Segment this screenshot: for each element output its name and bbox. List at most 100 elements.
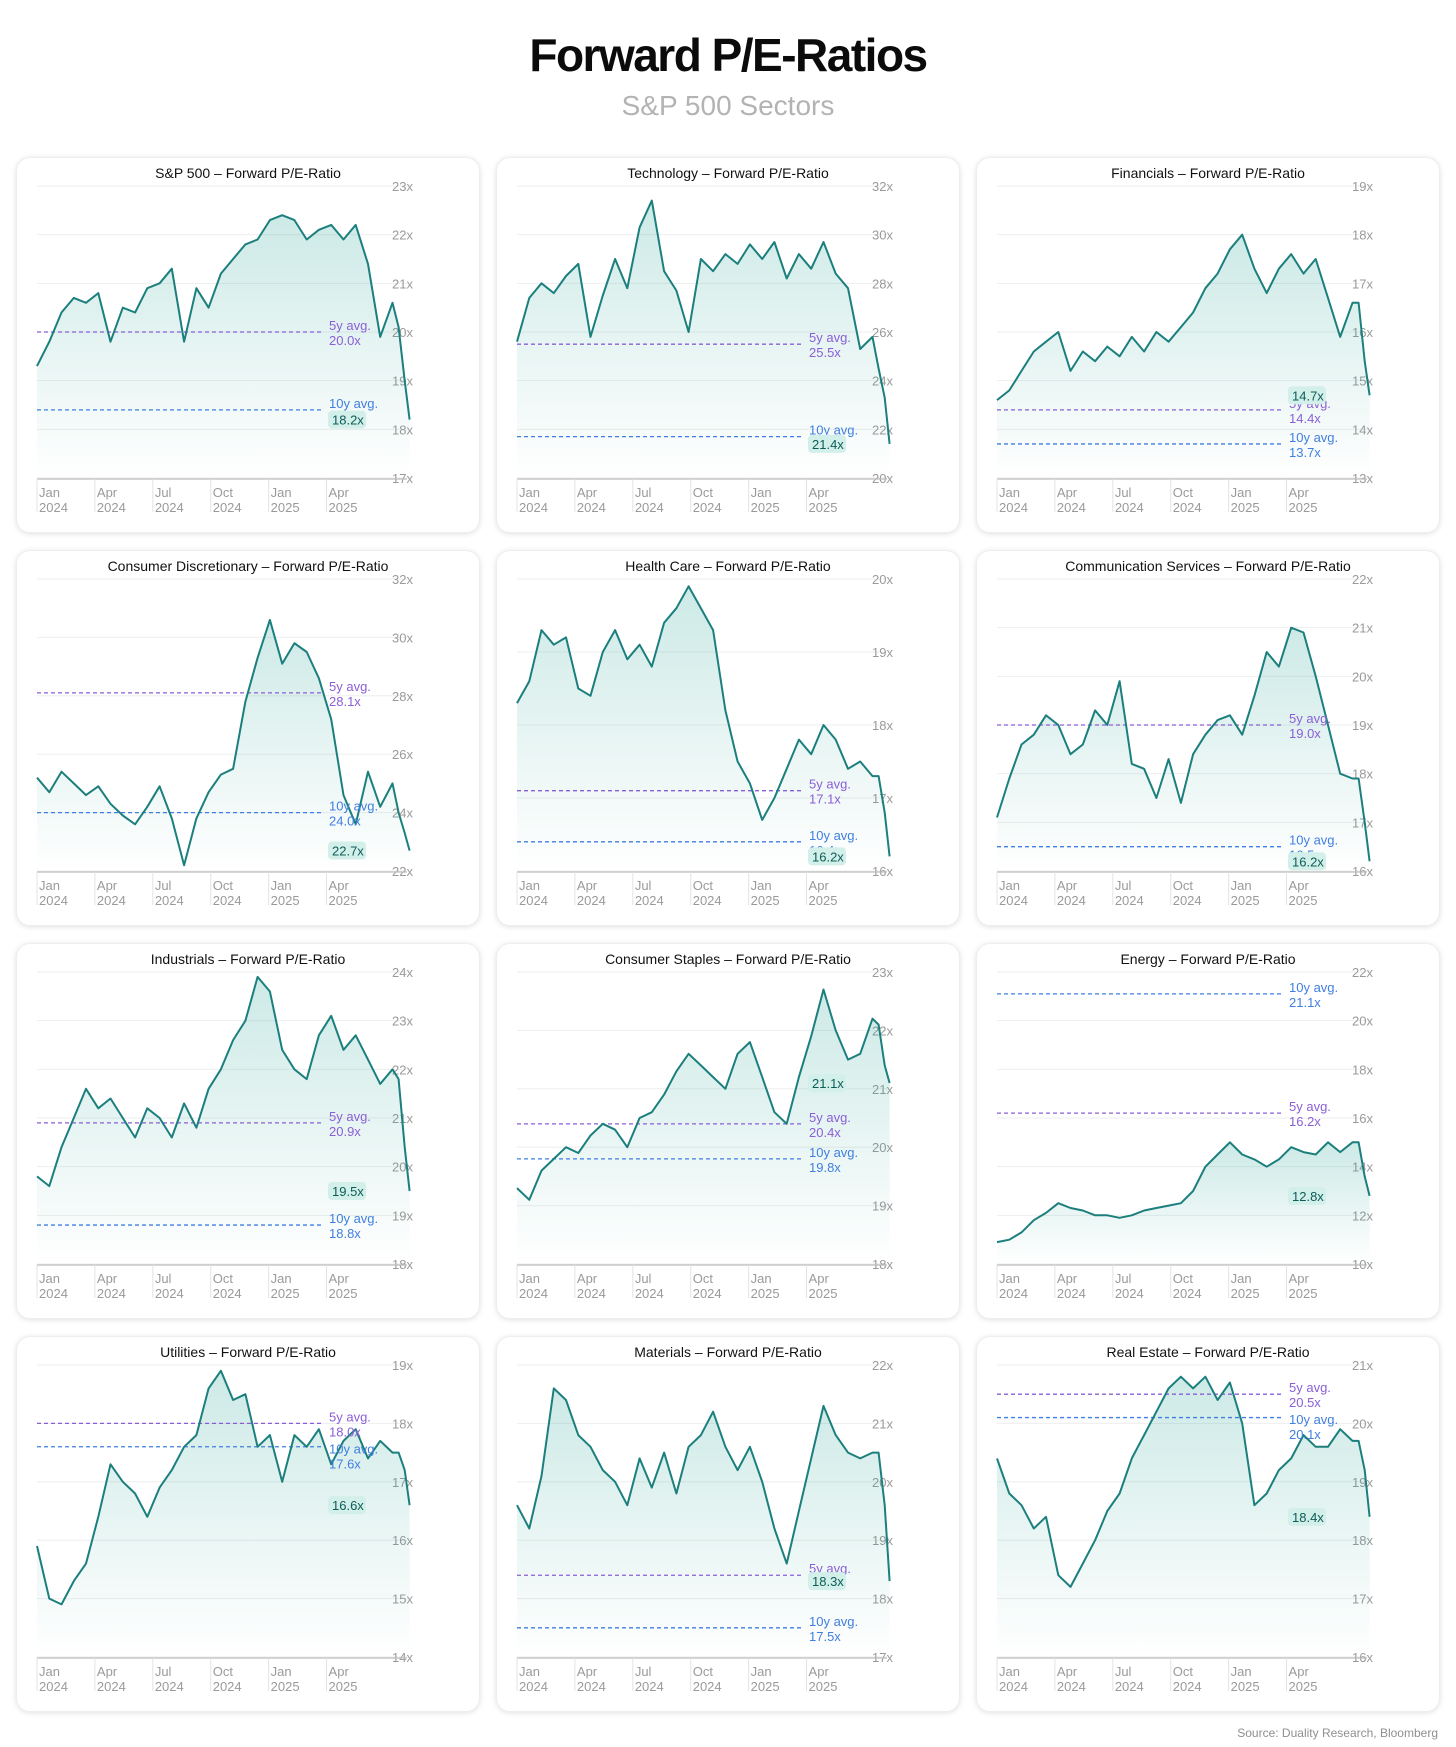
svg-text:17.5x: 17.5x [809, 1629, 841, 1644]
x-tick-year: 2025 [329, 893, 358, 908]
svg-text:5y avg.: 5y avg. [329, 1409, 371, 1424]
svg-text:10y avg.: 10y avg. [329, 799, 378, 814]
x-tick-year: 2024 [155, 893, 184, 908]
y-tick-label: 23x [872, 965, 893, 980]
x-tick-year: 2025 [329, 1679, 358, 1694]
x-tick-month: Jan [999, 1271, 1020, 1286]
x-tick-month: Jan [751, 878, 772, 893]
chart-svg: Utilities – Forward P/E-Ratio14x15x16x17… [36, 1344, 413, 1694]
series-line [996, 626, 1371, 862]
avg-5y-label: 5y avg.17.1x [809, 777, 851, 807]
x-tick-year: 2024 [213, 1679, 242, 1694]
chart-svg: Technology – Forward P/E-Ratio20x22x24x2… [516, 165, 893, 515]
chart-card: Industrials – Forward P/E-Ratio18x19x20x… [16, 943, 480, 1319]
current-value-label: 18.4x [1292, 1510, 1324, 1525]
svg-text:5y avg.: 5y avg. [809, 777, 851, 792]
series-area [37, 976, 410, 1264]
chart-card: Communication Services – Forward P/E-Rat… [976, 550, 1440, 926]
chart-title: Industrials – Forward P/E-Ratio [151, 951, 346, 967]
x-tick-month: Apr [809, 1664, 830, 1679]
x-tick-month: Jul [1115, 1271, 1132, 1286]
chart-svg: S&P 500 – Forward P/E-Ratio17x18x19x20x2… [36, 165, 413, 515]
series-line [996, 233, 1371, 401]
avg-5y-label: 5y avg.28.1x [329, 679, 371, 709]
avg-5y-label: 5y avg.25.5x [809, 330, 851, 360]
svg-text:5y avg.: 5y avg. [329, 679, 371, 694]
current-value-badge [328, 1496, 366, 1515]
avg-10y-label: 10y avg.19.8x [809, 1145, 858, 1175]
x-tick-month: Oct [693, 878, 714, 893]
y-tick-label: 18x [1352, 228, 1373, 243]
y-tick-label: 18x [1352, 1062, 1373, 1077]
svg-text:25.5x: 25.5x [809, 345, 841, 360]
chart-card: Technology – Forward P/E-Ratio20x22x24x2… [496, 157, 960, 533]
x-tick-year: 2025 [751, 893, 780, 908]
series-line [516, 585, 891, 857]
svg-text:5y avg.: 5y avg. [329, 318, 371, 333]
svg-text:10y avg.: 10y avg. [1289, 980, 1338, 995]
y-tick-label: 24x [392, 965, 413, 980]
x-tick-year: 2025 [1289, 1679, 1318, 1694]
y-tick-label: 18x [392, 1416, 413, 1431]
avg-10y-label: 10y avg.17.5x [809, 1614, 858, 1644]
x-tick-year: 2024 [635, 893, 664, 908]
svg-text:14.4x: 14.4x [1289, 411, 1321, 426]
x-tick-year: 2024 [999, 893, 1028, 908]
x-tick-year: 2024 [213, 893, 242, 908]
x-tick-month: Oct [693, 485, 714, 500]
svg-text:17.6x: 17.6x [329, 1456, 361, 1471]
chart-svg: Consumer Staples – Forward P/E-Ratio18x1… [516, 951, 893, 1301]
series-line [996, 1141, 1371, 1244]
y-tick-label: 28x [872, 276, 893, 291]
svg-text:10y avg.: 10y avg. [329, 1441, 378, 1456]
y-tick-label: 19x [1352, 718, 1373, 733]
svg-text:10y avg.: 10y avg. [329, 1211, 378, 1226]
x-tick-year: 2024 [1057, 1286, 1086, 1301]
svg-text:21.1x: 21.1x [1289, 995, 1321, 1010]
svg-text:10y avg.: 10y avg. [809, 1145, 858, 1160]
x-tick-year: 2024 [213, 500, 242, 515]
x-tick-month: Jan [39, 878, 60, 893]
current-value-badge [1288, 1507, 1326, 1526]
series-area [37, 1370, 410, 1657]
x-tick-year: 2024 [693, 1679, 722, 1694]
avg-5y-label: 5y avg.18.0x [329, 1409, 371, 1439]
y-tick-label: 21x [392, 276, 413, 291]
avg-5y-label: 5y avg.16.2x [1289, 1099, 1331, 1129]
chart-svg: Health Care – Forward P/E-Ratio16x17x18x… [516, 558, 893, 908]
current-value-label: 21.1x [812, 1076, 844, 1091]
current-value-badge [1288, 852, 1326, 871]
x-tick-month: Oct [693, 1271, 714, 1286]
x-tick-year: 2024 [155, 500, 184, 515]
x-tick-month: Apr [329, 878, 350, 893]
x-tick-month: Jan [39, 1271, 60, 1286]
x-tick-year: 2024 [39, 1286, 68, 1301]
y-tick-label: 16x [1352, 1111, 1373, 1126]
x-tick-year: 2024 [635, 500, 664, 515]
x-tick-month: Jan [999, 1664, 1020, 1679]
x-tick-month: Oct [1173, 1271, 1194, 1286]
x-tick-month: Apr [1289, 878, 1310, 893]
x-tick-month: Apr [329, 485, 350, 500]
x-tick-year: 2025 [751, 1286, 780, 1301]
y-tick-label: 22x [872, 1358, 893, 1373]
x-tick-year: 2024 [577, 500, 606, 515]
chart-card: Consumer Staples – Forward P/E-Ratio18x1… [496, 943, 960, 1319]
x-tick-month: Apr [329, 1664, 350, 1679]
y-tick-label: 20x [872, 572, 893, 587]
x-tick-year: 2025 [1231, 1286, 1260, 1301]
x-tick-year: 2024 [1057, 1679, 1086, 1694]
chart-title: Communication Services – Forward P/E-Rat… [1065, 558, 1351, 574]
current-value-label: 18.2x [332, 413, 364, 428]
series-line [36, 618, 411, 867]
series-line [516, 199, 891, 445]
x-tick-year: 2024 [97, 1679, 126, 1694]
chart-title: Consumer Staples – Forward P/E-Ratio [605, 951, 851, 967]
x-tick-year: 2024 [693, 1286, 722, 1301]
x-tick-month: Apr [577, 1271, 598, 1286]
x-tick-year: 2025 [329, 1286, 358, 1301]
y-tick-label: 30x [872, 228, 893, 243]
x-tick-year: 2025 [271, 1679, 300, 1694]
x-tick-month: Oct [693, 1664, 714, 1679]
series-line [36, 214, 411, 420]
